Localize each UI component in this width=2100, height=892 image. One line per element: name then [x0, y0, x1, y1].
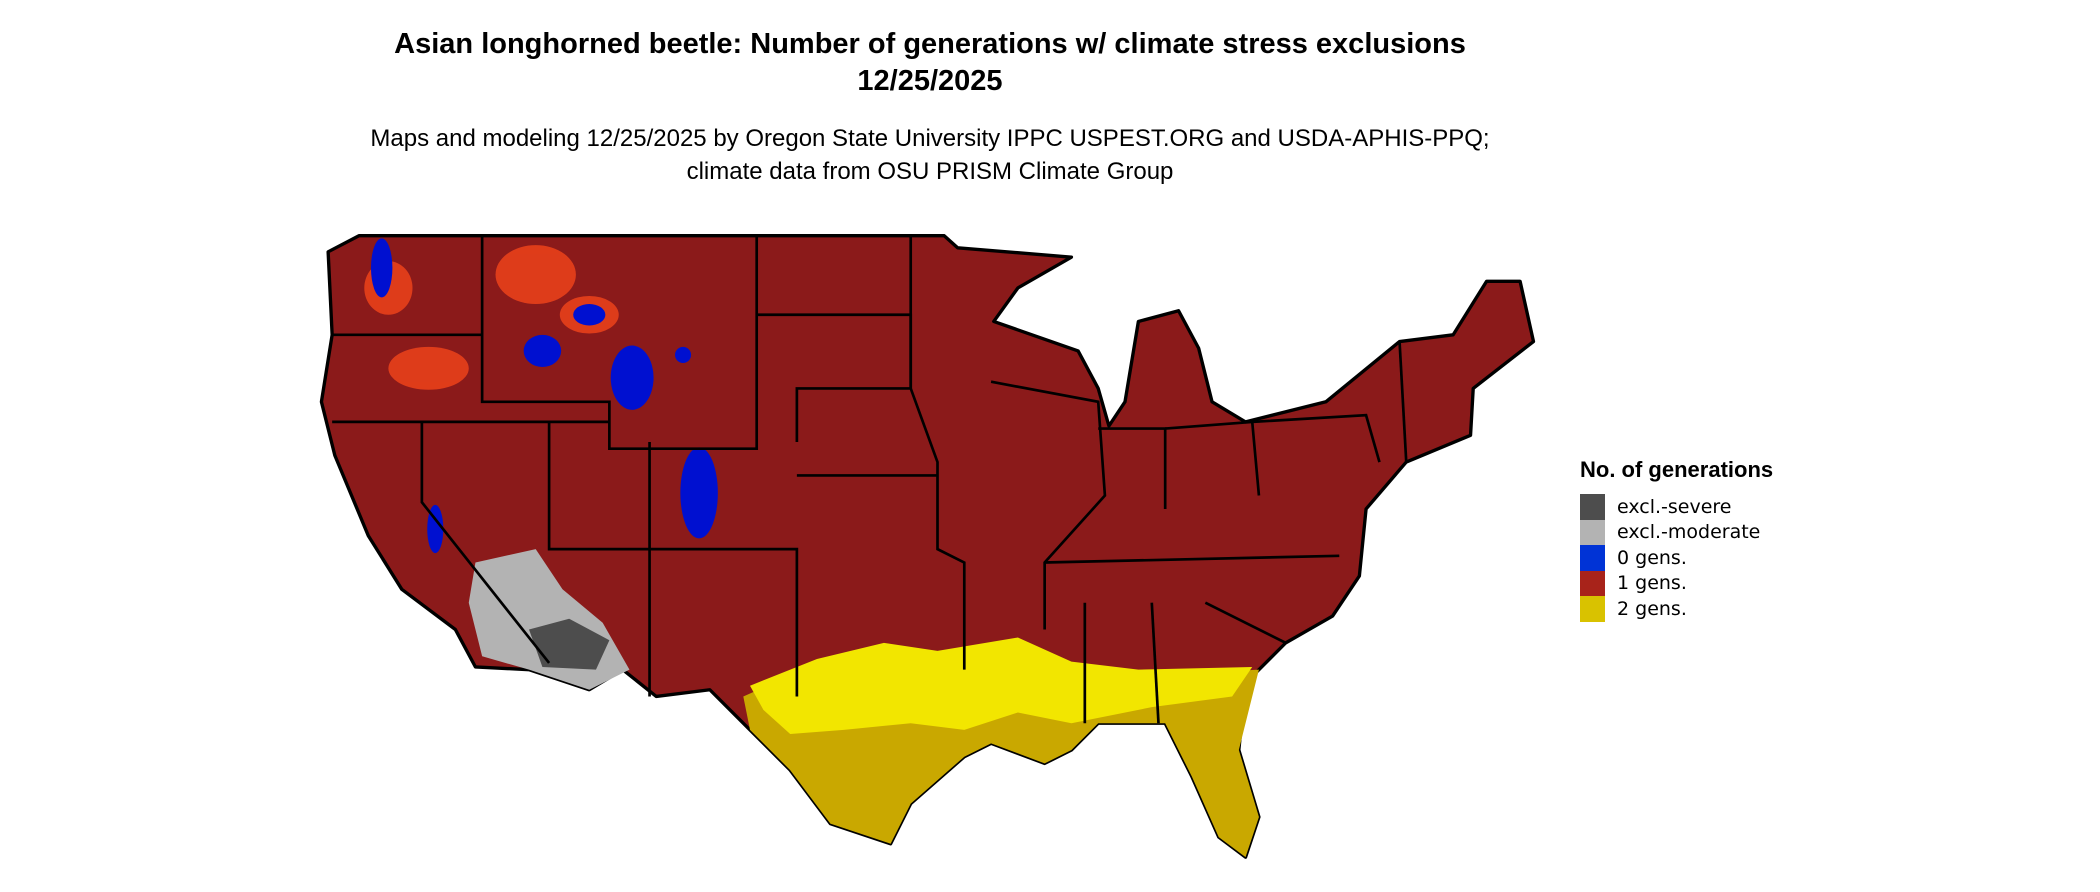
- legend-label: 2 gens.: [1617, 597, 1687, 620]
- state-borders: [332, 235, 1408, 724]
- legend-swatch: [1580, 519, 1605, 545]
- legend-item: 2 gens.: [1580, 596, 1773, 622]
- legend-label: 1 gens.: [1617, 572, 1687, 595]
- legend-item: 1 gens.: [1580, 570, 1773, 596]
- legend-item: 0 gens.: [1580, 545, 1773, 571]
- region-0-gen: [370, 238, 718, 554]
- region-2-gen-bright: [750, 637, 1253, 734]
- legend-label: 0 gens.: [1617, 546, 1687, 569]
- map-title: Asian longhorned beetle: Number of gener…: [394, 28, 1466, 97]
- legend-swatch: [1580, 596, 1605, 622]
- legend-item: excl.-severe: [1580, 494, 1773, 520]
- legend-swatch: [1580, 570, 1605, 596]
- legend-label: excl.-moderate: [1617, 521, 1761, 544]
- legend-title: No. of generations: [1580, 457, 1774, 482]
- legend-swatch: [1580, 494, 1605, 520]
- legend-item: excl.-moderate: [1580, 519, 1773, 545]
- legend-label: excl.-severe: [1617, 495, 1732, 518]
- legend-swatch: [1580, 545, 1605, 571]
- region-excl-severe: [529, 618, 610, 670]
- legend: No. of generations excl.-severe excl.-mod…: [1580, 456, 1773, 622]
- map-subtitle: Maps and modeling 12/25/2025 by Oregon S…: [370, 125, 1490, 185]
